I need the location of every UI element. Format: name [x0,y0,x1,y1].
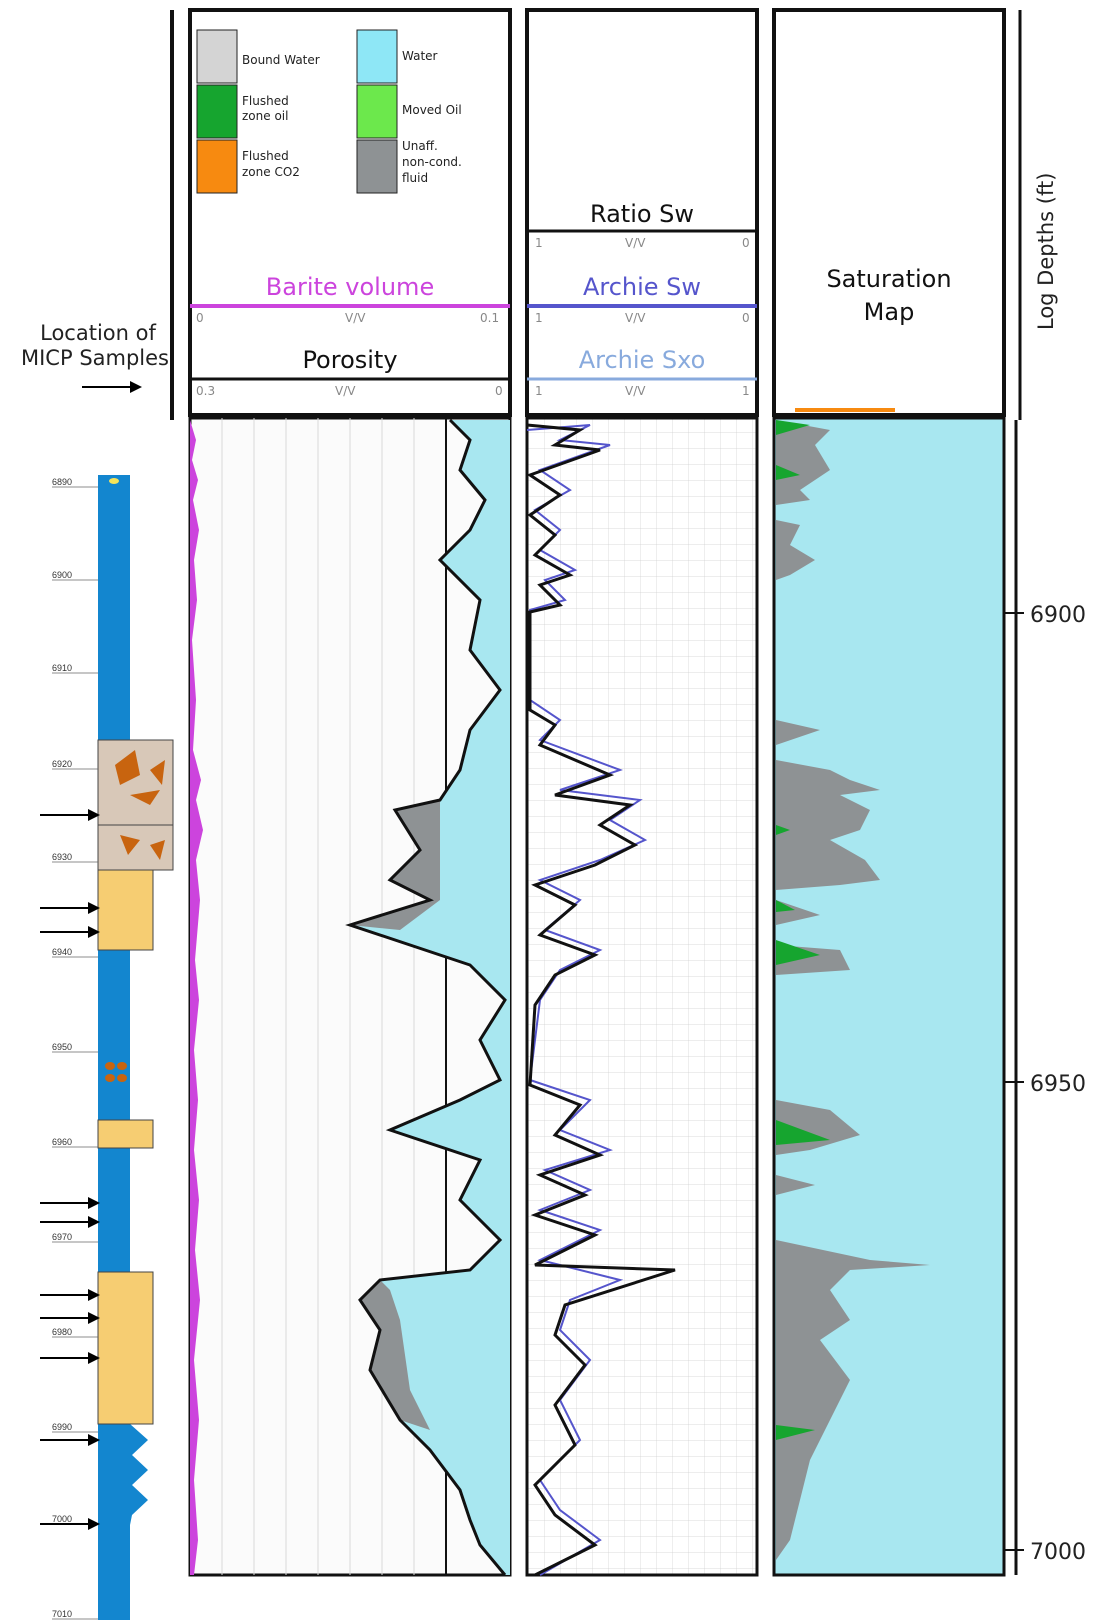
arrow-icon [40,1289,100,1301]
lithology-column [97,475,174,1620]
barite-curve [190,420,203,1575]
header-track3: Saturation Map [772,8,1006,417]
depth-tick-6950: 6950 [1030,1072,1086,1097]
saturation-map-title-2: Map [864,298,915,326]
porosity-title: Porosity [302,346,397,374]
litho-depth-6980: 6980 [52,1327,72,1337]
arrow-icon [40,1312,100,1324]
lithology-depth-labels: 6890 6900 6910 6920 6930 6940 6950 6960 … [52,477,98,1620]
arrow-icon [40,902,100,914]
barite-scale-min: 0 [196,311,204,325]
litho-depth-6890: 6890 [52,477,72,487]
arrow-icon [40,1352,100,1364]
archie-sw-title: Archie Sw [583,273,701,301]
header-track2: Ratio Sw 1 V/V 0 Archie Sw 1 V/V 0 Archi… [525,8,759,417]
litho-sand-1 [97,869,154,951]
archie-sxo-scale-unit: V/V [625,384,646,398]
legend-label-flushed-co2-2: zone CO2 [242,165,300,179]
arrow-icon [40,809,100,821]
legend-label-unaffected-3: fluid [402,171,428,185]
litho-sand-2 [97,1119,154,1149]
track3-body [772,416,1006,1577]
porosity-scale-unit: V/V [335,384,356,398]
arrow-icon [40,1197,100,1209]
legend-label-flushed-co2: Flushed [242,149,289,163]
ratio-scale-min: 1 [535,236,543,250]
litho-depth-6900: 6900 [52,570,72,580]
legend-label-bound-water: Bound Water [242,53,320,67]
legend-swatch-flushed-co2 [196,139,238,194]
litho-depth-6950: 6950 [52,1042,72,1052]
porosity-scale-min: 0.3 [196,384,215,398]
litho-depth-6970: 6970 [52,1232,72,1242]
arrow-icon [40,926,100,938]
legend-label-unaffected-2: non-cond. [402,155,462,169]
track1-body [188,416,512,1577]
litho-depth-6930: 6930 [52,852,72,862]
legend-label-flushed-oil-2: zone oil [242,109,288,123]
archie-sxo-scale-max: 1 [742,384,750,398]
depth-tick-6900: 6900 [1030,603,1086,628]
depth-axis-title: Log Depths (ft) [1034,173,1058,330]
saturation-gray-fill [776,420,930,1560]
legend-label-water: Water [402,49,438,63]
legend-swatch-water [356,29,398,84]
legend-swatch-unaffected [356,139,398,194]
ratio-scale-unit: V/V [625,236,646,250]
litho-depth-6910: 6910 [52,663,72,673]
barite-scale-unit: V/V [345,311,366,325]
ratio-sw-title: Ratio Sw [590,200,694,228]
micp-sample-arrows [40,809,100,1530]
archie-sw-scale-min: 1 [535,311,543,325]
ratio-sw-curve [526,423,676,1577]
archie-sxo-scale-min: 1 [535,384,543,398]
porosity-water-fill [350,420,510,1575]
arrow-icon [40,1518,100,1530]
litho-depth-6920: 6920 [52,759,72,769]
legend-label-moved-oil: Moved Oil [402,103,462,117]
litho-depth-6960: 6960 [52,1137,72,1147]
track2-body [525,416,759,1577]
legend: Bound Water Flushed zone oil Flushed zon… [196,29,462,194]
micp-arrow-icon [82,381,142,393]
arrow-icon [40,1216,100,1228]
arrow-icon [40,1434,100,1446]
micp-label-line2: MICP Samples [21,346,169,370]
barite-volume-title: Barite volume [266,273,434,301]
legend-label-unaffected: Unaff. [402,139,438,153]
depth-tick-7000: 7000 [1030,1540,1086,1565]
legend-swatch-flushed-oil [196,84,238,139]
litho-depth-6990: 6990 [52,1422,72,1432]
ratio-scale-max: 0 [742,236,750,250]
legend-swatch-moved-oil [356,84,398,139]
litho-depth-7010: 7010 [52,1609,72,1619]
archie-sxo-title: Archie Sxo [579,346,706,374]
porosity-curve [345,418,507,1576]
archie-sw-scale-unit: V/V [625,311,646,325]
micp-label-line1: Location of [40,321,156,345]
saturation-map-title-1: Saturation [826,265,951,293]
archie-sw-scale-max: 0 [742,311,750,325]
litho-depth-6940: 6940 [52,947,72,957]
litho-depth-7000: 7000 [52,1514,72,1524]
legend-swatch-bound-water [196,29,238,84]
porosity-gray-fill [350,800,440,1430]
depth-axis: Log Depths (ft) 6900 6950 7000 [1002,10,1086,1575]
header-track1: Bound Water Flushed zone oil Flushed zon… [170,8,512,420]
porosity-scale-max: 0 [495,384,503,398]
litho-sand-3 [97,1271,154,1425]
legend-label-flushed-oil: Flushed [242,94,289,108]
barite-scale-max: 0.1 [480,311,499,325]
